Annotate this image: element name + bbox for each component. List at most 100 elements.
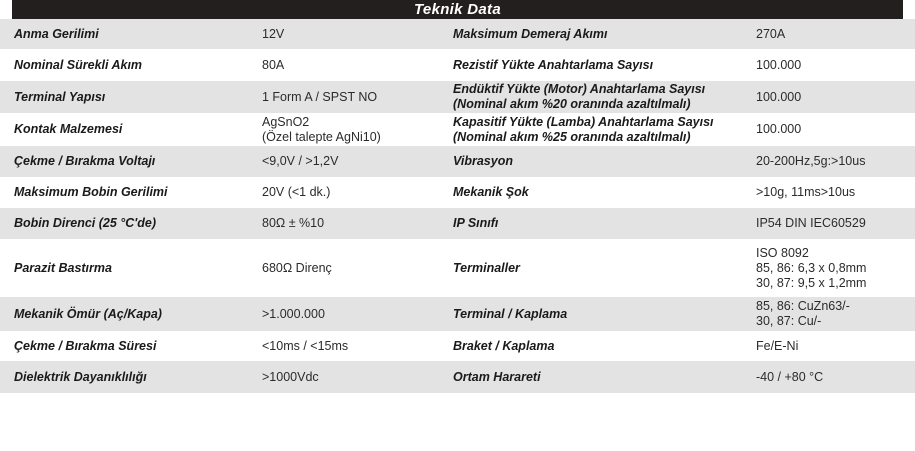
spec-label-text: Kontak Malzemesi [14,122,123,136]
spec-value-text: ISO 8092 85, 86: 6,3 x 0,8mm 30, 87: 9,5… [756,245,867,290]
table-row-right-group: Mekanik Şok >10g, 11ms>10us [440,177,915,208]
spec-label: Ortam Hararetі [440,370,745,385]
spec-value: >1.000.000 [251,307,440,322]
table-row-right-group: Terminal / Kaplama 85, 86: CuZn63/- 30, 8… [440,297,915,331]
spec-value: -40 / +80 °C [745,370,915,385]
spec-label: Maksimum Demeraj Akımı [440,27,745,42]
spec-value-text: IP54 DIN IEC60529 [756,216,866,230]
spec-label-text: Nominal Sürekli Akım [14,57,143,72]
table-row-left-group: Çekme / Bırakma Voltajı <9,0V / >1,2V [0,146,440,177]
spec-label-text: Parazit Bastırma [14,260,112,275]
technical-data-table: Anma Gerilimi 12V Maksimum Demeraj Akımı 27… [0,19,915,393]
table-row: Kontak Malzemesi AgSnO2 (Özel talepte AgN… [0,113,915,146]
table-row: Bobin Direnci (25 °C'de) 80Ω ± %10 IP Sını… [0,208,915,239]
spec-value: 85, 86: CuZn63/- 30, 87: Cu/- [745,299,915,329]
table-row: Çekme / Bırakma Voltajı <9,0V / >1,2V Vibr… [0,146,915,177]
spec-label: Terminal Yapısı [0,90,251,105]
spec-label-text: Kapasitif Yükte (Lamba) Anahtarlama Sayı… [453,114,714,144]
spec-value: 1 Form A / SPST NO [251,90,440,105]
spec-label-text: IP Sınıfı [453,216,499,230]
spec-value: 100.000 [745,90,915,105]
spec-value-text: <9,0V / >1,2V [262,154,339,168]
spec-label-text: Rezistif Yükte Anahtarlama Sayısı [453,57,654,72]
table-row-left-group: Dielektrik Dayanıklılığı >1000Vdc [0,361,440,393]
table-row-right-group: Vibrasyon 20-200Hz,5g:>10us [440,146,915,177]
spec-label: Terminaller [440,261,745,276]
spec-value-text: AgSnO2 (Özel talepte AgNi10) [262,114,381,144]
spec-value: 100.000 [745,58,915,73]
spec-value-text: <10ms / <15ms [262,338,349,353]
spec-value: >10g, 11ms>10us [745,185,915,200]
spec-label-text: Terminal / Kaplama [453,306,568,321]
spec-value: 680Ω Direnç [251,261,440,276]
spec-value-text: >10g, 11ms>10us [756,185,856,199]
spec-value-text: 100.000 [756,122,802,136]
spec-label: Dielektrik Dayanıklılığı [0,370,251,385]
spec-value-text: 100.000 [756,89,802,104]
table-row-left-group: Anma Gerilimi 12V [0,19,440,49]
spec-value-text: 20-200Hz,5g:>10us [756,154,866,168]
spec-label-text: Braket / Kaplama [453,338,555,353]
spec-value: IP54 DIN IEC60529 [745,216,915,231]
table-row-right-group: Maksimum Demeraj Akımı 270A [440,19,915,49]
table-row-left-group: Terminal Yapısı 1 Form A / SPST NO [0,81,440,113]
table-row-left-group: Parazit Bastırma 680Ω Direnç [0,239,440,297]
table-row: Çekme / Bırakma Süresi <10ms / <15ms Brake… [0,331,915,361]
table-row: Terminal Yapısı 1 Form A / SPST NO Endükti… [0,81,915,113]
table-row: Parazit Bastırma 680Ω Direnç Terminaller IS… [0,239,915,297]
page-title: Teknik Data [414,1,501,18]
table-header-bar: Teknik Data [12,0,903,19]
spec-value: Fe/E-Ni [745,339,915,354]
spec-label-text: Bobin Direnci (25 °C'de) [14,216,157,230]
spec-label: Çekme / Bırakma Süresi [0,339,251,354]
table-row-left-group: Maksimum Bobin Gerilimi 20V (<1 dk.) [0,177,440,208]
spec-label-text: Çekme / Bırakma Süresi [14,338,157,353]
spec-value: <10ms / <15ms [251,339,440,354]
table-row-left-group: Mekanik Ömür (Aç/Kapa) >1.000.000 [0,297,440,331]
spec-value-text: 80Ω ± %10 [262,216,325,230]
table-row-right-group: Ortam Hararetі -40 / +80 °C [440,361,915,393]
spec-label: Kontak Malzemesi [0,122,251,137]
spec-label: Bobin Direnci (25 °C'de) [0,216,251,231]
table-row-right-group: IP Sınıfı IP54 DIN IEC60529 [440,208,915,239]
spec-value-text: 1 Form A / SPST NO [262,89,378,104]
spec-label: Endüktif Yükte (Motor) Anahtarlama Sayıs… [440,82,745,112]
table-row-left-group: Kontak Malzemesi AgSnO2 (Özel talepte AgN… [0,113,440,146]
spec-label: Nominal Sürekli Akım [0,58,251,73]
spec-label: Parazit Bastırma [0,261,251,276]
table-row-right-group: Braket / Kaplama Fe/E-Ni [440,331,915,361]
table-row: Mekanik Ömür (Aç/Kapa) >1.000.000 Terminal… [0,297,915,331]
spec-value: <9,0V / >1,2V [251,154,440,169]
spec-value-text: 20V (<1 dk.) [262,185,331,199]
spec-value: 100.000 [745,122,915,137]
spec-value-text: 12V [262,26,285,41]
spec-label-text: Maksimum Demeraj Akımı [453,26,608,41]
spec-value: 20-200Hz,5g:>10us [745,154,915,169]
spec-value-text: >1000Vdc [262,369,319,384]
spec-label-text: Terminaller [453,260,520,275]
spec-value: 20V (<1 dk.) [251,185,440,200]
table-row-left-group: Nominal Sürekli Akım 80A [0,49,440,81]
spec-value: 12V [251,27,440,42]
table-row-left-group: Çekme / Bırakma Süresi <10ms / <15ms [0,331,440,361]
table-row-right-group: Endüktif Yükte (Motor) Anahtarlama Sayıs… [440,81,915,113]
spec-value: >1000Vdc [251,370,440,385]
spec-value: 80A [251,58,440,73]
table-row: Maksimum Bobin Gerilimi 20V (<1 dk.) Mekan… [0,177,915,208]
spec-value: AgSnO2 (Özel talepte AgNi10) [251,115,440,145]
table-row-right-group: Kapasitif Yükte (Lamba) Anahtarlama Sayı… [440,113,915,146]
spec-label: IP Sınıfı [440,216,745,231]
spec-label-text: Anma Gerilimi [14,26,99,41]
spec-value-text: Fe/E-Ni [756,338,799,353]
spec-label-text: Mekanik Şok [453,185,529,199]
spec-label-text: Terminal Yapısı [14,89,106,104]
spec-label: Braket / Kaplama [440,339,745,354]
spec-value: 80Ω ± %10 [251,216,440,231]
table-row-left-group: Bobin Direnci (25 °C'de) 80Ω ± %10 [0,208,440,239]
table-row: Nominal Sürekli Akım 80A Rezistif Yükte An… [0,49,915,81]
spec-label-text: Maksimum Bobin Gerilimi [14,185,168,199]
spec-label: Terminal / Kaplama [440,307,745,322]
spec-value: 270A [745,27,915,42]
spec-label-text: Endüktif Yükte (Motor) Anahtarlama Sayıs… [453,82,706,111]
